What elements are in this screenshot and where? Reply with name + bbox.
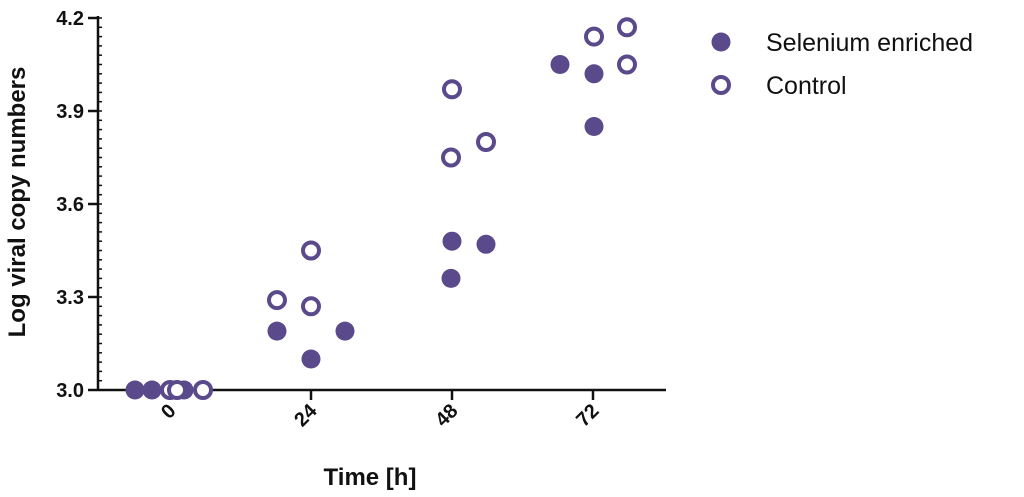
data-point-selenium [550,55,570,74]
data-point-control [584,26,604,47]
data-point-control [193,380,213,400]
y-tick-label: 3.9 [56,101,84,123]
data-point-control [476,132,496,152]
legend: Selenium enriched Control [711,29,973,100]
data-points [125,17,637,400]
legend-marker-control [711,75,731,95]
data-point-control [617,54,637,75]
data-point-control [442,79,462,100]
data-point-selenium [142,380,162,400]
data-point-control [617,17,637,38]
legend-label: Selenium enriched [766,29,973,57]
x-tick-label: 72 [572,400,603,431]
data-point-control [267,290,287,311]
y-tick-label: 4.2 [56,8,84,30]
y-tick-label: 3.0 [56,380,84,402]
data-point-control [301,240,321,261]
data-point-selenium [584,64,604,84]
y-axis-title: Log viral copy numbers [4,67,31,338]
data-point-selenium [335,321,355,341]
data-point-control [167,380,187,400]
y-tick-label: 3.6 [56,194,84,216]
data-point-selenium [584,117,604,136]
x-tick-label: 48 [431,400,462,431]
data-point-selenium [442,231,462,251]
y-tick-label: 3.3 [56,287,84,309]
data-point-selenium [441,268,461,288]
data-point-selenium [125,380,145,400]
data-point-control [301,296,321,317]
data-point-selenium [476,234,496,254]
x-tick-label: 24 [290,399,322,431]
data-point-selenium [301,349,321,369]
data-point-selenium [267,321,287,341]
data-point-control [441,147,461,168]
legend-marker-selenium [711,32,731,52]
axes: 3.0 3.3 3.6 3.9 4.2 0 24 48 72 [56,8,666,431]
legend-label: Control [766,72,847,100]
x-tick-label: 0 [157,400,180,423]
x-axis-title: Time [h] [324,464,417,491]
